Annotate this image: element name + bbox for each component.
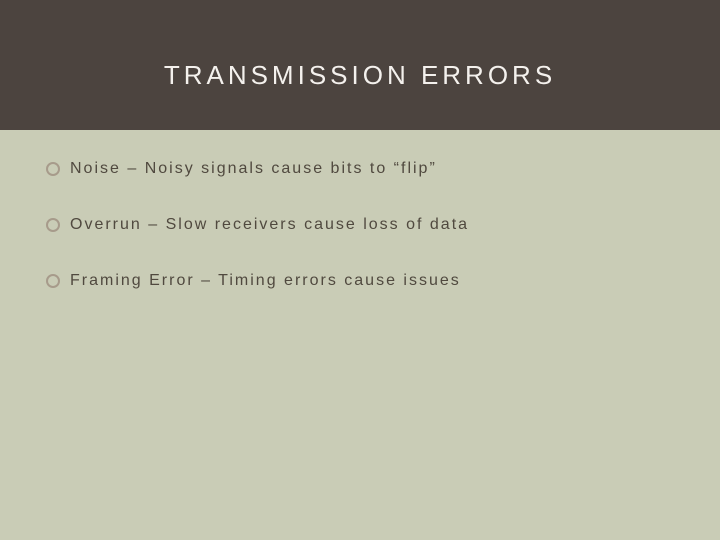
- bullet-icon: [46, 274, 60, 288]
- bullet-text: Overrun – Slow receivers cause loss of d…: [70, 216, 469, 234]
- bullet-text: Framing Error – Timing errors cause issu…: [70, 272, 461, 290]
- slide: TRANSMISSION ERRORS Noise – Noisy signal…: [0, 0, 720, 540]
- list-item: Overrun – Slow receivers cause loss of d…: [46, 216, 674, 234]
- list-item: Noise – Noisy signals cause bits to “fli…: [46, 160, 674, 178]
- slide-title: TRANSMISSION ERRORS: [0, 60, 720, 91]
- body-area: Noise – Noisy signals cause bits to “fli…: [0, 130, 720, 540]
- list-item: Framing Error – Timing errors cause issu…: [46, 272, 674, 290]
- bullet-icon: [46, 218, 60, 232]
- bullet-list: Noise – Noisy signals cause bits to “fli…: [46, 160, 674, 328]
- bullet-text: Noise – Noisy signals cause bits to “fli…: [70, 160, 437, 178]
- bullet-icon: [46, 162, 60, 176]
